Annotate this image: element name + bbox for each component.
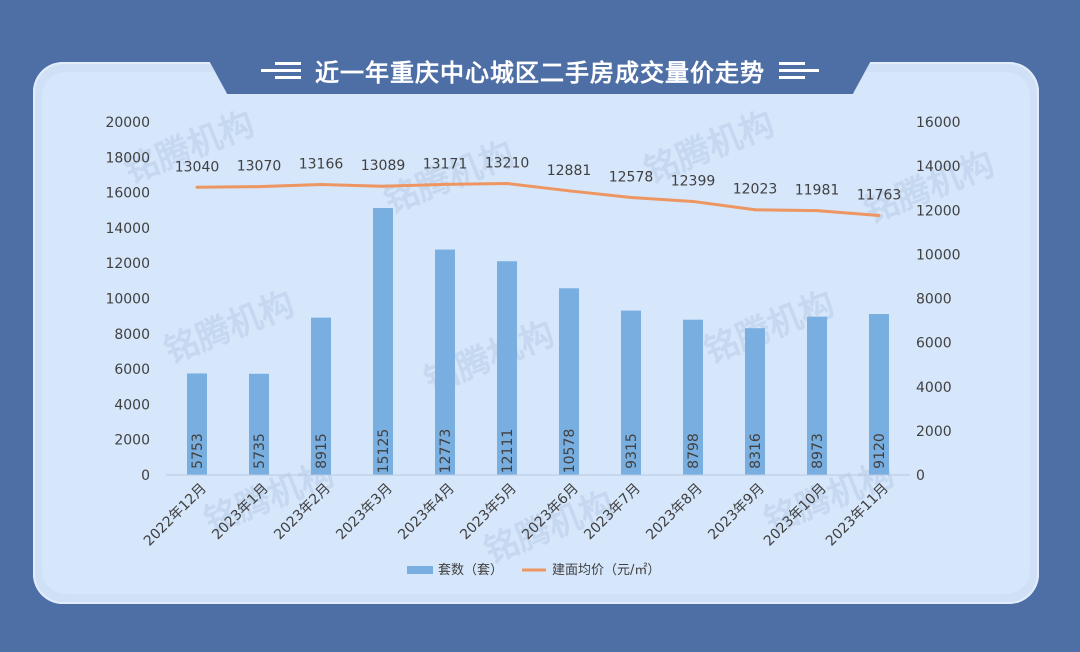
bar [249, 373, 269, 475]
right-axis-tick-label: 14000 [916, 159, 961, 175]
bar [311, 317, 331, 475]
line-point [319, 183, 323, 187]
right-axis-tick-label: 6000 [916, 336, 952, 352]
bar [869, 314, 889, 475]
left-axis-tick-label: 2000 [114, 433, 150, 449]
bar-value-label: 5735 [252, 433, 268, 469]
x-axis-tick-label: 2023年7月 [581, 481, 644, 544]
line-value-label: 13040 [175, 159, 220, 175]
line-point [691, 199, 695, 203]
line-value-label: 13070 [237, 159, 282, 175]
price-line [196, 182, 880, 217]
left-axis-tick-label: 18000 [105, 150, 150, 166]
bar [745, 328, 765, 475]
bar-value-label: 8316 [748, 433, 764, 469]
x-axis-tick-label: 2023年10月 [761, 481, 830, 550]
bar [373, 208, 393, 475]
x-axis-tick-label: 2023年1月 [209, 481, 272, 544]
legend-bar-label: 套数（套） [438, 562, 503, 578]
bar [807, 316, 827, 475]
x-axis-tick-label: 2023年5月 [457, 481, 520, 544]
line-value-label: 13089 [361, 158, 406, 174]
x-axis-tick-label: 2023年6月 [519, 481, 582, 544]
bar-value-label: 8798 [686, 433, 702, 469]
title-decoration-left [261, 61, 301, 79]
right-axis-tick-label: 0 [916, 468, 925, 484]
line-point [257, 185, 261, 189]
legend-bar-swatch [407, 566, 433, 574]
line-point [567, 189, 571, 193]
right-axis-tick-label: 4000 [916, 380, 952, 396]
bar-value-label: 8973 [810, 433, 826, 469]
bar-value-label: 9315 [624, 433, 640, 469]
bar-value-label: 9120 [872, 433, 888, 469]
line-value-label: 12578 [609, 169, 654, 185]
right-axis-tick-label: 8000 [916, 292, 952, 308]
x-axis-tick-label: 2023年3月 [333, 481, 396, 544]
line-point [753, 208, 757, 212]
line-point [443, 182, 447, 186]
left-axis-tick-label: 12000 [105, 256, 150, 272]
x-axis-tick-label: 2023年4月 [395, 481, 458, 544]
right-axis-tick-label: 12000 [916, 203, 961, 219]
right-axis-tick-label: 2000 [916, 424, 952, 440]
bar [683, 319, 703, 475]
line-point [629, 195, 633, 199]
bar-value-label: 8915 [314, 433, 330, 469]
line-value-label: 13210 [485, 156, 530, 172]
left-axis-tick-label: 0 [141, 468, 150, 484]
x-axis-tick-label: 2022年12月 [141, 481, 210, 550]
x-axis-tick-label: 2023年9月 [705, 481, 768, 544]
right-axis-tick-label: 10000 [916, 247, 961, 263]
left-axis-tick-label: 20000 [105, 115, 150, 131]
line-point [815, 209, 819, 213]
line-point [505, 182, 509, 186]
bar-value-label: 5753 [190, 433, 206, 469]
line-point [195, 185, 199, 189]
left-axis-tick-label: 4000 [114, 397, 150, 413]
x-axis-tick-label: 2023年11月 [823, 481, 892, 550]
bar [435, 249, 455, 475]
bar-value-label: 12773 [438, 429, 454, 474]
bar [621, 310, 641, 475]
page-title: 近一年重庆中心城区二手房成交量价走势 [315, 58, 765, 87]
bar-value-label: 12111 [500, 429, 516, 474]
line-value-label: 12881 [547, 163, 592, 179]
legend-line-label: 建面均价（元/㎡） [552, 563, 660, 578]
bar [559, 288, 579, 475]
line-value-label: 11981 [795, 183, 840, 199]
line-value-label: 13166 [299, 157, 344, 173]
line-point [381, 184, 385, 188]
title-decoration-right [779, 61, 819, 79]
title-row: 近一年重庆中心城区二手房成交量价走势 [200, 48, 880, 92]
left-axis-tick-label: 16000 [105, 186, 150, 202]
line-value-label: 12023 [733, 182, 778, 198]
left-axis-tick-label: 8000 [114, 327, 150, 343]
left-axis-tick-label: 14000 [105, 221, 150, 237]
right-axis-tick-label: 16000 [916, 115, 961, 131]
line-value-label: 12399 [671, 173, 716, 189]
line-value-label: 13171 [423, 156, 468, 172]
title-banner [200, 44, 880, 94]
left-axis-tick-label: 10000 [105, 292, 150, 308]
x-axis-tick-label: 2023年8月 [643, 481, 706, 544]
bar-value-label: 10578 [562, 429, 578, 474]
bar [187, 373, 207, 475]
x-axis-tick-label: 2023年2月 [271, 481, 334, 544]
chart-panel [42, 72, 1030, 594]
left-axis-tick-label: 6000 [114, 362, 150, 378]
bar [497, 261, 517, 475]
bar-value-label: 15125 [376, 429, 392, 474]
line-value-label: 11763 [857, 187, 902, 203]
line-point [877, 213, 881, 217]
